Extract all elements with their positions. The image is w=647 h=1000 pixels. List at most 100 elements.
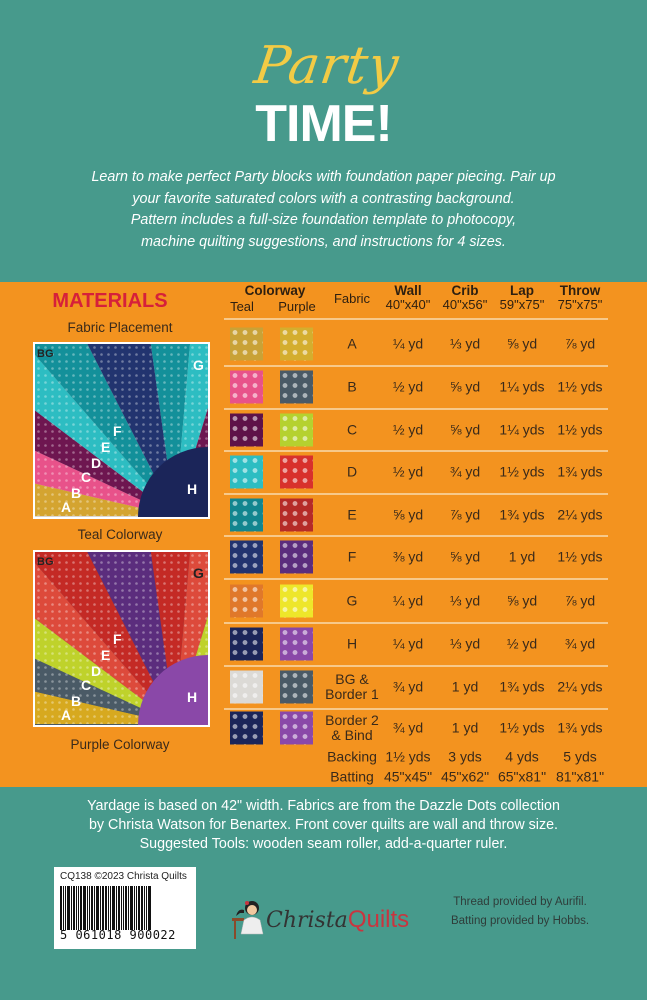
teal-swatch [230,540,263,574]
purple-swatch [280,327,313,361]
yardage-note: Yardage is based on 42" width. Fabrics a… [20,797,627,854]
fabric-name: G [346,592,358,609]
yardage-cell: ⅝ yd [506,335,538,352]
backing-cell: 3 yds [448,748,482,765]
wedge-dots [87,552,175,724]
size-header-throw: Throw 75"x75" [548,284,612,312]
wedge-dots [35,618,175,724]
fabric-name: F [347,548,357,565]
footer-section: Yardage is based on 42" width. Fabrics a… [0,787,647,1000]
purple-swatch [280,711,313,745]
yardage-cell: 1¾ yds [557,463,603,480]
barcode-bar [105,886,107,930]
teal-swatch [230,670,263,704]
fabric-label-e: E [101,439,110,455]
fabric-header: Fabric [333,291,371,306]
intro-line: Pattern includes a full-size foundation … [130,212,517,228]
intro-line: your favorite saturated colors with a co… [132,190,515,207]
row-divider [224,365,608,367]
yardage-cell: ¾ yd [564,635,596,652]
teal-swatch [230,413,263,447]
wedge-dots [35,344,175,516]
batting-credit: Batting provided by Hobbs. [450,915,590,927]
teal-swatch [230,711,263,745]
yardage-cell: 1¼ yds [499,421,545,438]
yardage-cell: ⅞ yd [564,335,596,352]
fabric-label-c: C [81,677,91,693]
yardage-line: Suggested Tools: wooden seam roller, add… [139,836,508,852]
quilter-girl-icon [232,901,264,939]
barcode-bar [130,886,133,930]
yardage-line: by Christa Watson for Benartex. Front co… [88,817,559,833]
wedge-dots [150,552,191,724]
barcode: CQ138 ©2023 Christa Quilts 5 061018 9000… [54,867,196,949]
barcode-bar [136,886,137,930]
materials-title: MATERIALS [52,290,168,312]
size-dimensions: 40"x40" [385,297,431,312]
yardage-cell: 1½ yds [557,421,603,438]
yardage-cell: 1½ yds [557,548,603,565]
size-header-crib: Crib 40"x56" [433,284,497,312]
wedge-dots [150,344,191,516]
fabric-label-h: H [187,481,197,497]
yardage-cell: 1 yd [451,678,479,695]
yardage-cell: ⅝ yd [449,421,481,438]
barcode-bar [125,886,127,930]
fabric-name: B [347,378,357,395]
barcode-bar [73,886,75,930]
intro-text: Learn to make perfect Party blocks with … [40,167,607,253]
teal-swatch [230,455,263,489]
purple-colorway-caption: Purple Colorway [70,737,170,752]
yardage-cell: ⅓ yd [449,335,481,352]
thread-credit: Thread provided by Aurifil. [453,896,587,908]
size-header-wall: Wall 40"x40" [376,284,440,312]
backing-cell: 5 yds [563,748,597,765]
yardage-line: Yardage is based on 42" width. Fabrics a… [87,798,560,814]
batting-cell: 65"x81" [497,768,547,785]
credits: Thread provided by Aurifil. Batting prov… [440,893,600,931]
fabric-label-f: F [113,631,122,647]
teal-swatch [230,370,263,404]
barcode-bar [91,886,93,930]
fan-center-H [138,655,208,725]
barcode-bar [110,886,111,930]
yardage-cell: ⅝ yd [449,378,481,395]
yardage-cell: ¼ yd [392,592,424,609]
size-name: Throw [559,283,601,298]
teal-colorway-caption: Teal Colorway [77,527,163,542]
barcode-bar [96,886,99,930]
yardage-cell: 1¾ yds [499,678,545,695]
yardage-cell: ½ yd [392,421,424,438]
fabric-label-e: E [101,647,110,663]
yardage-cell: ⅝ yd [506,592,538,609]
barcode-number: 5 061018 900022 [60,928,176,942]
fabric-placement-label: Fabric Placement [67,320,173,335]
yardage-cell: ⅜ yd [392,548,424,565]
purple-swatch [280,413,313,447]
barcode-bar [67,886,70,930]
fabric-name: C [346,421,358,438]
fabric-label-a: A [61,707,71,723]
teal-swatch [230,627,263,661]
barcode-bar [102,886,104,930]
barcode-bar [89,886,90,930]
yardage-cell: ¾ yd [392,678,424,695]
logo-text-christa: Christa [266,907,348,933]
barcode-bar [94,886,95,930]
product-code: CQ138 ©2023 Christa Quilts [60,871,187,882]
title-script: Party [250,36,404,96]
fabric-name: A [347,335,357,352]
barcode-bars [60,886,190,930]
yardage-cell: ⅝ yd [449,548,481,565]
title-bold: TIME! [255,95,393,153]
size-dimensions: 40"x56" [442,297,488,312]
size-header-lap: Lap 59"x75" [490,284,554,312]
yardage-cell: ⅓ yd [449,635,481,652]
size-dimensions: 59"x75" [499,297,545,312]
intro-line: Learn to make perfect Party blocks with … [91,169,556,185]
barcode-bar [118,886,120,930]
barcode-bar [138,886,140,930]
row-divider [224,408,608,410]
yardage-cell: 2¼ yds [557,506,603,523]
header-section: Party TIME! Learn to make perfect Party … [0,0,647,282]
